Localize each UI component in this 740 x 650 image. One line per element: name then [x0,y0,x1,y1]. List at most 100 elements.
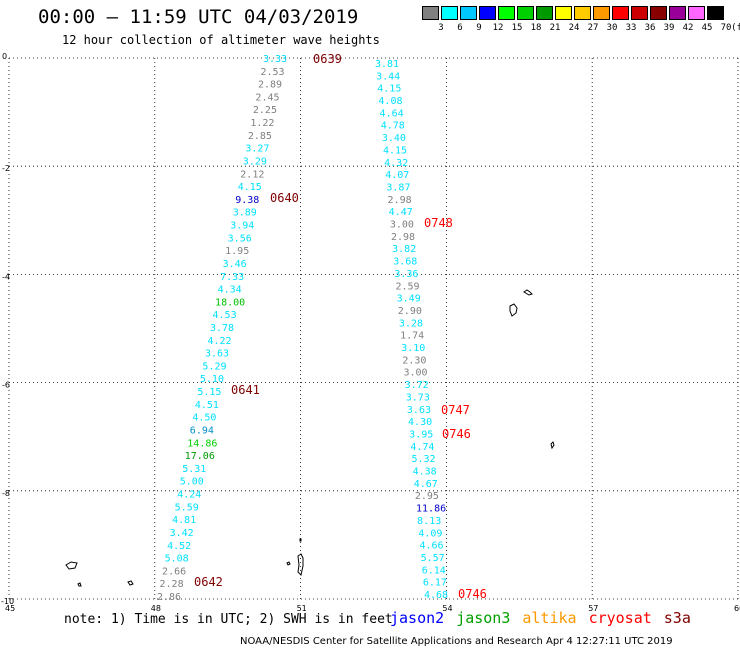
island-small-b [299,538,302,542]
swh-value: 6.14 [422,565,446,576]
island-seychelles-b [509,303,518,317]
swh-value: 4.81 [172,515,196,526]
color-swatch-label: 36 [644,23,656,33]
x-tick-label: 45 [5,604,15,613]
swh-value: 18.00 [215,297,245,308]
color-swatch-label: 3 [438,23,444,33]
swh-value: 3.89 [233,208,257,219]
swh-value: 2.89 [258,80,282,91]
swh-value: 2.53 [260,67,284,78]
swh-value: 4.66 [419,541,443,552]
swh-value: 4.15 [383,145,407,156]
swh-value: 3.63 [205,349,229,360]
swh-value: 4.67 [414,479,438,490]
color-swatch-label: 30 [606,23,618,33]
swh-value: 3.95 [409,429,433,440]
swh-value: 5.29 [202,361,226,372]
swh-value: 1.95 [225,246,249,257]
color-swatch [555,6,572,20]
swh-value: 4.50 [192,413,216,424]
swh-value: 3.00 [390,220,414,231]
color-swatch-label: 9 [476,23,482,33]
swh-value: 3.44 [376,71,400,82]
pass-time-label: 0746 [442,427,471,441]
swh-value: 5.59 [175,502,199,513]
swh-value: 3.63 [407,405,431,416]
x-tick-label: 57 [588,604,598,613]
pass-time-label: 0748 [424,216,453,230]
color-swatch-label: 18 [530,23,542,33]
swh-value: 3.42 [170,528,194,539]
swh-value: 4.51 [195,400,219,411]
swh-value: 3.82 [392,244,416,255]
swh-value: 3.94 [230,221,254,232]
swh-value: 3.81 [375,59,399,70]
color-swatch-label: 39 [663,23,675,33]
swh-value: 2.66 [162,566,186,577]
color-swatch [460,6,477,20]
swh-value: 4.52 [167,541,191,552]
swh-value: 7.33 [220,272,244,283]
swh-value: 4.08 [378,96,402,107]
y-tick-label: -8 [2,489,10,498]
swh-value: 3.36 [394,269,418,280]
satellite-track-right: 3.813.444.154.084.644.783.404.154.324.07… [375,59,448,601]
pass-time-label: 0640 [270,191,299,205]
land-islands [65,289,555,587]
color-swatch-label: 24 [568,23,580,33]
color-swatch [574,6,591,20]
color-swatch [688,6,705,20]
x-tick-label: 54 [442,604,452,613]
swh-value: 2.90 [398,306,422,317]
color-swatch [593,6,610,20]
swh-value: 2.25 [253,105,277,116]
swh-value: 5.08 [165,554,189,565]
map-grid [8,57,739,600]
swh-value: 3.56 [228,233,252,244]
swh-value: 2.98 [388,195,412,206]
swh-value: 2.45 [255,92,279,103]
color-swatch-label: 15 [511,23,523,33]
satellite-legend-entry: jason3 [456,609,511,627]
island-seychelles-a [523,289,533,296]
swh-value: 2.12 [240,169,264,180]
island-small-a [286,561,291,566]
axis-tick-labels: 45 48 51 54 57 60 0 -2 -4 -6 -8 -10 [1,52,740,613]
pass-time-label: 0642 [194,575,223,589]
swh-value: 4.32 [384,158,408,169]
color-swatch-label: 27 [587,23,599,33]
chart-subtitle: 12 hour collection of altimeter wave hei… [62,33,380,47]
swh-value: 2.59 [396,281,420,292]
pass-time-label: 0747 [441,403,470,417]
swh-value: 3.40 [382,133,406,144]
swh-value: 3.27 [245,144,269,155]
swh-value: 2.30 [402,355,426,366]
swh-value: 3.33 [263,54,287,65]
color-swatch [479,6,496,20]
pass-time-label: 0641 [231,383,260,397]
y-tick-label: -4 [2,272,10,281]
swh-value: 6.17 [423,578,447,589]
swh-value: 9.38 [235,195,259,206]
color-swatch [441,6,458,20]
swh-value: 5.32 [411,454,435,465]
swh-value: 5.31 [182,464,206,475]
swh-value: 1.74 [400,331,424,342]
x-tick-label: 51 [297,604,307,613]
swh-value: 3.46 [223,259,247,270]
swh-value: 3.87 [386,182,410,193]
color-swatch-label: 12 [492,23,504,33]
color-swatch [536,6,553,20]
island-comoros-c [127,580,134,586]
x-tick-label: 48 [151,604,161,613]
color-swatch [422,6,439,20]
swh-value: 11.86 [416,504,446,515]
swh-value: 3.72 [405,380,429,391]
swh-value: 2.98 [391,232,415,243]
swh-value: 4.24 [177,490,201,501]
island-agalega [550,441,555,450]
swh-value: 4.47 [389,207,413,218]
swh-value: 2.28 [160,579,184,590]
satellite-legend-entry: altika [522,609,577,627]
swh-value: 8.13 [417,516,441,527]
